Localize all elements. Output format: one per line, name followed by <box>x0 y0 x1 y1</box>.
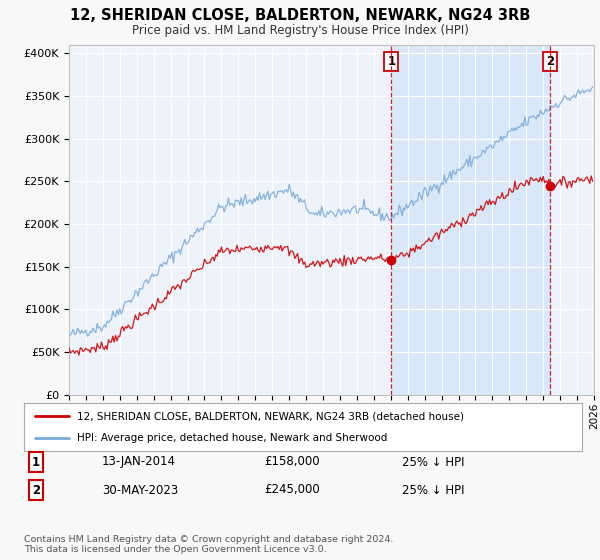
Text: 25% ↓ HPI: 25% ↓ HPI <box>402 483 464 497</box>
Text: 2: 2 <box>546 55 554 68</box>
Bar <box>391 45 550 395</box>
Text: £245,000: £245,000 <box>264 483 320 497</box>
Text: £158,000: £158,000 <box>264 455 320 469</box>
Text: 13-JAN-2014: 13-JAN-2014 <box>102 455 176 469</box>
Text: 1: 1 <box>388 55 395 68</box>
Text: Price paid vs. HM Land Registry's House Price Index (HPI): Price paid vs. HM Land Registry's House … <box>131 24 469 36</box>
Text: 30-MAY-2023: 30-MAY-2023 <box>102 483 178 497</box>
Text: Contains HM Land Registry data © Crown copyright and database right 2024.
This d: Contains HM Land Registry data © Crown c… <box>24 535 394 554</box>
Text: 12, SHERIDAN CLOSE, BALDERTON, NEWARK, NG24 3RB (detached house): 12, SHERIDAN CLOSE, BALDERTON, NEWARK, N… <box>77 411 464 421</box>
Text: 1: 1 <box>32 455 40 469</box>
Text: 2: 2 <box>32 483 40 497</box>
Text: 12, SHERIDAN CLOSE, BALDERTON, NEWARK, NG24 3RB: 12, SHERIDAN CLOSE, BALDERTON, NEWARK, N… <box>70 8 530 24</box>
Text: 25% ↓ HPI: 25% ↓ HPI <box>402 455 464 469</box>
Text: HPI: Average price, detached house, Newark and Sherwood: HPI: Average price, detached house, Newa… <box>77 433 388 443</box>
